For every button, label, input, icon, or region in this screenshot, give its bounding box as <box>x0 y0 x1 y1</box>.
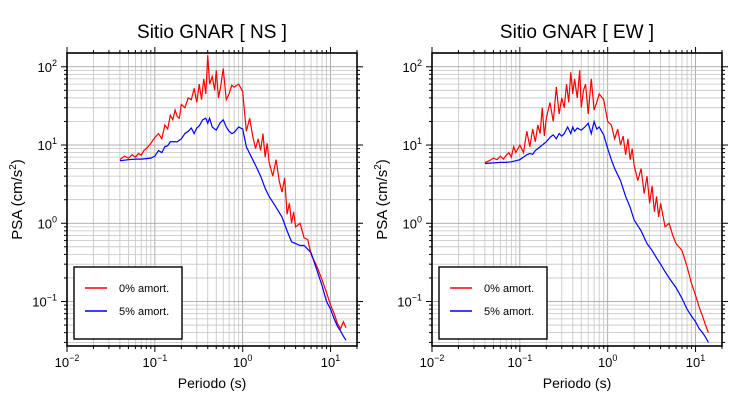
chart-2-xtick-label-exp: 1 <box>700 353 705 363</box>
chart-2-xlabel: Periodo (s) <box>543 375 611 391</box>
chart-1-xtick-label-base: 10 <box>55 355 69 370</box>
chart-2-ytick-label-base: 10 <box>397 295 411 310</box>
chart-1-xtick-label: 101 <box>321 353 340 370</box>
chart-1-xlabel: Periodo (s) <box>178 375 246 391</box>
chart-2-ytick-label-exp: 0 <box>417 214 422 224</box>
chart-2-xtick-label-exp: −2 <box>434 353 444 363</box>
chart-2-xtick-label: 100 <box>598 353 617 370</box>
chart-2-ylabel-tail: ) <box>374 159 391 164</box>
chart-1-xtick-label: 100 <box>233 353 252 370</box>
chart-1-series-1-line <box>119 55 347 330</box>
chart-2-ytick-label-base: 10 <box>403 60 417 75</box>
chart-2-xtick-label-base: 10 <box>686 355 700 370</box>
chart-2-series-1-line <box>484 70 709 333</box>
chart-2-legend-box <box>438 266 548 340</box>
chart-2-xtick-label-base: 10 <box>507 355 521 370</box>
chart-1-series-2-line <box>119 116 347 341</box>
chart-1-ytick-label: 100 <box>38 214 57 231</box>
chart-2-series-2-line <box>484 119 709 343</box>
chart-2-legend: 0% amort. 5% amort. <box>438 266 548 340</box>
chart-1-xtick-label: 10−2 <box>55 353 80 370</box>
chart-1-title: Sitio GNAR [ NS ] <box>137 22 287 43</box>
chart-2-xtick-label: 10−2 <box>420 353 445 370</box>
chart-1-legend: 0% amort. 5% amort. <box>73 266 183 340</box>
chart-2-xtick-label-exp: 0 <box>612 353 617 363</box>
chart-2-ytick-label-exp: 1 <box>417 136 422 146</box>
chart-2-ytick-label: 100 <box>403 214 422 231</box>
chart-1-xtick-label: 10−1 <box>142 353 167 370</box>
chart-1-ylabel-sup: 2 <box>8 164 19 170</box>
chart-2-title: Sitio GNAR [ EW ] <box>500 22 654 43</box>
chart-1-ytick-label: 10−1 <box>32 293 57 310</box>
chart-1-ytick-label: 102 <box>38 58 57 75</box>
chart-1-legend-label-2: 5% amort. <box>119 306 169 318</box>
chart-2-ytick-label-exp: 2 <box>417 58 422 68</box>
chart-1-ytick-label-exp: −1 <box>47 293 57 303</box>
chart-1-ylabel-base: PSA (cm/s <box>9 170 26 240</box>
chart-2-xtick-label: 10−1 <box>507 353 532 370</box>
chart-1-ytick-label-base: 10 <box>32 295 46 310</box>
chart-1-ylabel-tail: ) <box>9 159 26 164</box>
chart-1-ytick-label-exp: 1 <box>52 136 57 146</box>
chart-1-ytick-label-base: 10 <box>38 138 52 153</box>
chart-2-legend-label-1: 0% amort. <box>484 283 534 295</box>
chart-1-ytick-label: 101 <box>38 136 57 153</box>
chart-2-xtick-label-base: 10 <box>598 355 612 370</box>
chart-2-ylabel-base: PSA (cm/s <box>374 170 391 240</box>
chart-2-ytick-label: 102 <box>403 58 422 75</box>
chart-1-ytick-label-base: 10 <box>38 60 52 75</box>
chart-1-xtick-label-base: 10 <box>233 355 247 370</box>
chart-2-xtick-label-base: 10 <box>420 355 434 370</box>
chart-1-xtick-label-base: 10 <box>321 355 335 370</box>
chart-2-ytick-label: 10−1 <box>397 293 422 310</box>
chart-1-xtick-label-exp: −2 <box>69 353 79 363</box>
chart-2-xtick-label: 101 <box>686 353 705 370</box>
chart-2-legend-label-2: 5% amort. <box>484 306 534 318</box>
chart-1-ylabel: PSA (cm/s2) <box>8 159 26 240</box>
chart-2-ytick-label-exp: −1 <box>412 293 422 303</box>
chart-1-xtick-label-exp: −1 <box>157 353 167 363</box>
chart-2-ytick-label-base: 10 <box>403 216 417 231</box>
chart-1-ytick-label-exp: 2 <box>52 58 57 68</box>
chart-1-xtick-label-exp: 1 <box>335 353 340 363</box>
chart-2-ylabel: PSA (cm/s2) <box>373 159 391 240</box>
chart-2-ylabel-sup: 2 <box>373 164 384 170</box>
chart-1-xtick-label-exp: 0 <box>247 353 252 363</box>
chart-1-legend-label-1: 0% amort. <box>119 283 169 295</box>
chart-2-ytick-label: 101 <box>403 136 422 153</box>
chart-1-xtick-label-base: 10 <box>142 355 156 370</box>
chart-1-ytick-label-base: 10 <box>38 216 52 231</box>
chart-1-legend-box <box>73 266 183 340</box>
chart-2-xtick-label-exp: −1 <box>522 353 532 363</box>
chart-2-ytick-label-base: 10 <box>403 138 417 153</box>
chart-1-ytick-label-exp: 0 <box>52 214 57 224</box>
